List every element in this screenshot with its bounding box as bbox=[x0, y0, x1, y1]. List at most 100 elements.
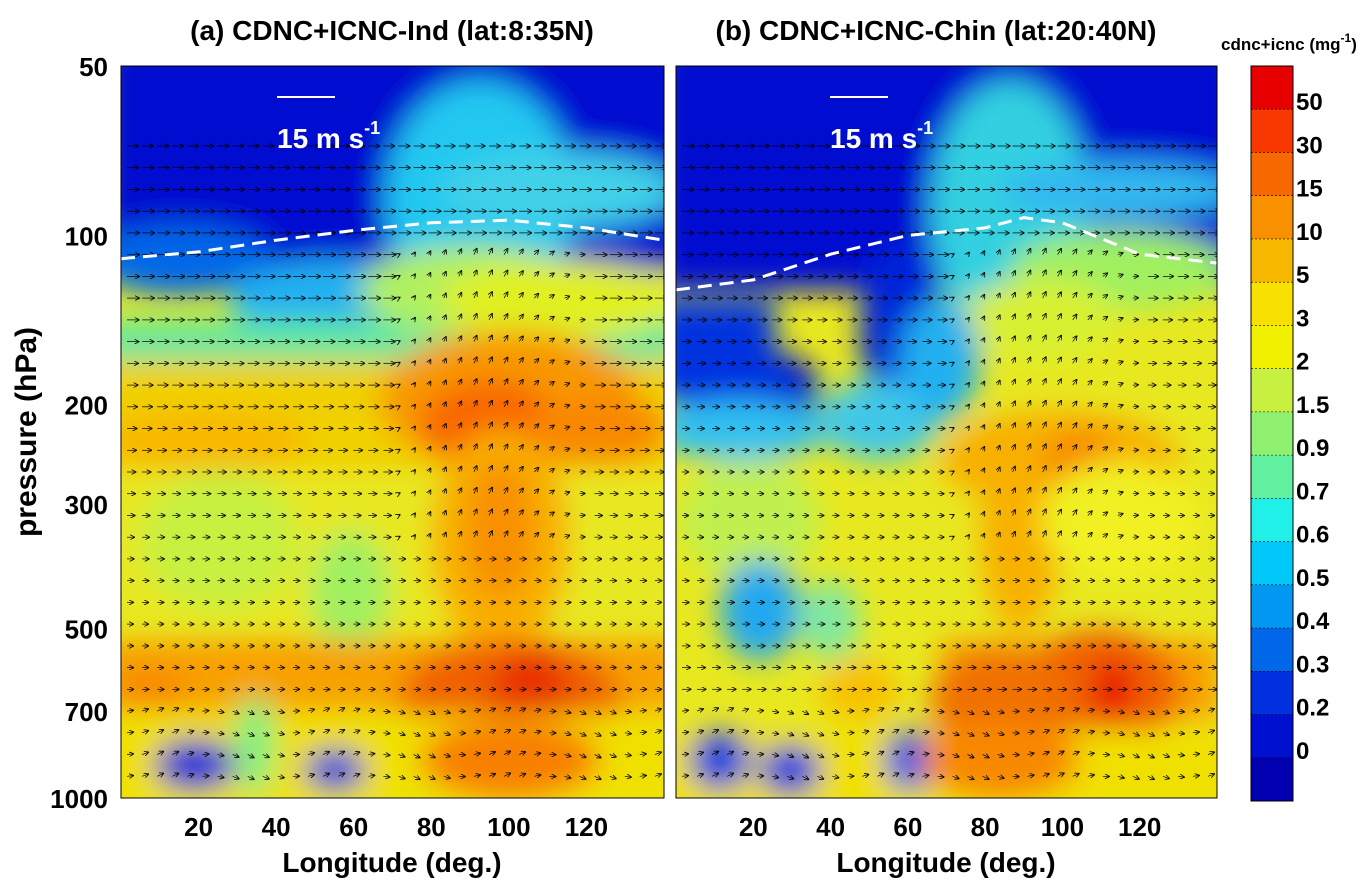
wind-vector bbox=[504, 292, 507, 299]
wind-vector bbox=[534, 489, 538, 493]
wind-vector bbox=[459, 532, 462, 538]
wind-vector bbox=[1103, 534, 1107, 537]
wind-vector bbox=[1117, 711, 1124, 713]
wind-vector bbox=[534, 294, 538, 298]
wind-vector bbox=[983, 425, 985, 428]
wind-vector bbox=[1088, 337, 1092, 341]
wind-vector bbox=[474, 423, 477, 429]
wind-vector bbox=[998, 272, 1000, 277]
colorbar-level-label: 15 bbox=[1296, 176, 1323, 203]
wind-vector bbox=[398, 776, 405, 778]
wind-vector bbox=[1072, 774, 1079, 777]
wind-vector bbox=[549, 447, 554, 450]
wind-vector bbox=[1072, 730, 1079, 733]
wind-vector bbox=[1027, 732, 1034, 733]
wind-vector bbox=[488, 774, 495, 777]
wind-vector bbox=[1058, 488, 1061, 494]
wind-vector bbox=[534, 337, 538, 341]
wind-vector bbox=[1073, 315, 1077, 321]
wind-vector bbox=[1177, 776, 1184, 777]
wind-vector bbox=[1013, 336, 1015, 342]
wind-vector bbox=[1192, 732, 1199, 733]
wind-vector bbox=[338, 752, 344, 755]
y-tick-label: 500 bbox=[65, 615, 108, 645]
wind-vector bbox=[726, 708, 733, 711]
wind-vector bbox=[998, 250, 1000, 255]
wind-vector bbox=[1028, 401, 1031, 407]
wind-vector bbox=[1013, 315, 1015, 321]
wind-vector bbox=[968, 513, 970, 515]
wind-vector bbox=[399, 493, 400, 494]
wind-vector bbox=[338, 708, 344, 711]
wind-vector bbox=[429, 447, 431, 450]
wind-vector bbox=[1028, 271, 1031, 277]
wind-vector bbox=[187, 731, 193, 733]
wind-vector bbox=[534, 446, 538, 450]
wind-vector bbox=[489, 510, 492, 516]
wind-vector bbox=[414, 296, 415, 298]
wind-vector bbox=[1117, 755, 1124, 757]
wind-vector bbox=[172, 773, 178, 776]
wind-vector bbox=[681, 732, 688, 733]
wind-vector bbox=[1147, 776, 1154, 779]
wind-vector bbox=[1072, 709, 1079, 712]
wind-vector bbox=[534, 731, 540, 732]
wind-vector bbox=[534, 710, 540, 711]
wind-vector bbox=[1088, 511, 1092, 515]
panel-b-title: (b) CDNC+ICNC-Chin (lat:20:40N) bbox=[716, 15, 1157, 46]
wind-vector bbox=[1027, 753, 1034, 754]
wind-vector bbox=[126, 754, 133, 755]
wind-vector bbox=[1087, 753, 1094, 754]
wind-vector bbox=[549, 317, 554, 320]
wind-vector bbox=[519, 709, 525, 712]
wind-vector bbox=[862, 709, 868, 711]
wind-vector bbox=[579, 776, 586, 779]
wind-vector bbox=[459, 510, 462, 516]
wind-vector bbox=[1058, 401, 1061, 407]
wind-vector bbox=[429, 469, 431, 472]
wind-vector bbox=[202, 711, 208, 712]
wind-vector bbox=[353, 709, 359, 711]
wind-vector bbox=[534, 533, 538, 537]
wind-vector bbox=[741, 774, 748, 776]
wind-vector bbox=[1088, 359, 1092, 363]
wind-vector bbox=[534, 468, 538, 472]
wind-vector bbox=[741, 709, 748, 711]
wind-vector bbox=[953, 406, 954, 407]
wind-vector bbox=[444, 337, 446, 342]
wind-vector bbox=[1057, 708, 1064, 711]
wind-vector bbox=[1147, 733, 1154, 736]
x-tick-label: 100 bbox=[1041, 812, 1084, 842]
wind-vector bbox=[1088, 250, 1092, 254]
wind-vector bbox=[1043, 444, 1046, 451]
wind-vector bbox=[877, 708, 883, 711]
panel-a-tropopause-line bbox=[121, 218, 664, 261]
wind-vector bbox=[519, 380, 523, 386]
wind-vector bbox=[953, 254, 954, 255]
wind-vector bbox=[1013, 402, 1015, 407]
wind-vector bbox=[579, 755, 586, 758]
wind-vector bbox=[968, 470, 970, 472]
wind-vector bbox=[1207, 731, 1214, 733]
wind-vector bbox=[383, 755, 389, 756]
wind-vector bbox=[832, 733, 838, 735]
wind-vector bbox=[1103, 512, 1107, 515]
wind-vector bbox=[519, 402, 523, 408]
wind-vector bbox=[832, 711, 838, 712]
wind-vector bbox=[277, 711, 284, 712]
wind-vector bbox=[1088, 316, 1092, 320]
wind-vector bbox=[429, 490, 431, 493]
wind-vector bbox=[967, 776, 974, 779]
wind-vector bbox=[459, 249, 462, 255]
wind-vector bbox=[594, 755, 601, 758]
wind-vector bbox=[413, 776, 420, 779]
wind-vector bbox=[967, 733, 974, 736]
wind-vector bbox=[429, 425, 431, 428]
wind-vector bbox=[353, 774, 359, 776]
wind-vector bbox=[1192, 754, 1199, 755]
wind-vector bbox=[1207, 709, 1214, 711]
wind-vector bbox=[504, 358, 507, 364]
wind-vector bbox=[489, 270, 492, 277]
wind-vector bbox=[998, 533, 1000, 538]
